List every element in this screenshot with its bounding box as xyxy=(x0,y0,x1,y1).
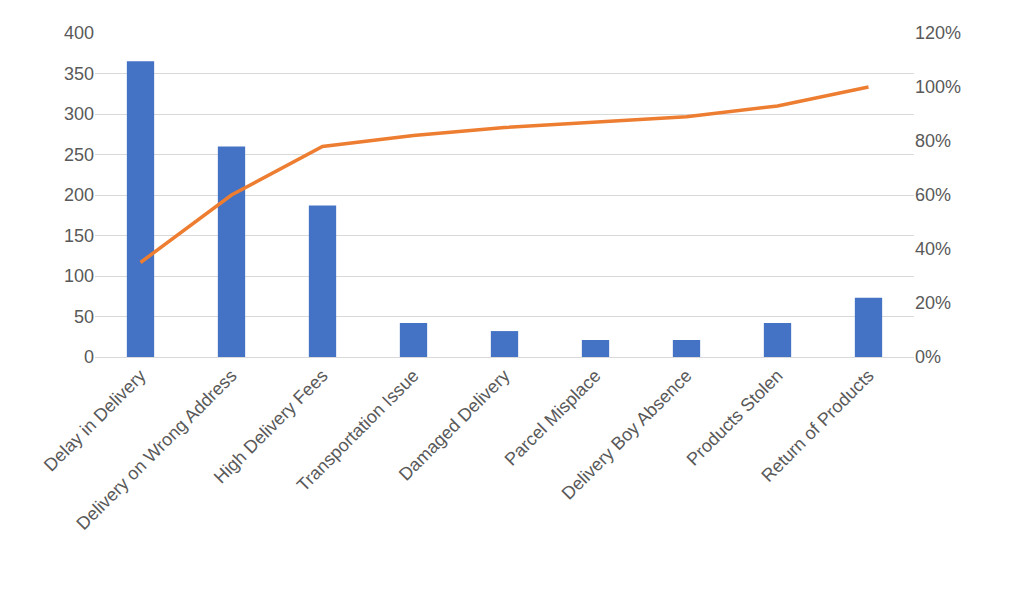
svg-text:100%: 100% xyxy=(915,77,961,97)
svg-text:Delay in Delivery: Delay in Delivery xyxy=(40,366,150,476)
svg-text:150: 150 xyxy=(64,226,94,246)
svg-text:0: 0 xyxy=(84,347,94,367)
svg-text:300: 300 xyxy=(64,104,94,124)
svg-text:80%: 80% xyxy=(915,131,951,151)
svg-text:60%: 60% xyxy=(915,185,951,205)
svg-text:Transportation Issue: Transportation Issue xyxy=(293,366,423,496)
svg-text:Delivery on Wrong Address: Delivery on Wrong Address xyxy=(73,366,241,534)
svg-text:50: 50 xyxy=(74,307,94,327)
svg-text:20%: 20% xyxy=(915,293,951,313)
svg-text:400: 400 xyxy=(64,23,94,43)
svg-text:120%: 120% xyxy=(915,23,961,43)
svg-text:Products Stolen: Products Stolen xyxy=(683,366,787,470)
svg-text:200: 200 xyxy=(64,185,94,205)
svg-text:100: 100 xyxy=(64,266,94,286)
svg-text:40%: 40% xyxy=(915,239,951,259)
svg-text:Damaged Delivery: Damaged Delivery xyxy=(395,366,514,485)
svg-text:Return of Products: Return of Products xyxy=(757,366,877,486)
svg-text:0%: 0% xyxy=(915,347,941,367)
svg-text:High Delivery Fees: High Delivery Fees xyxy=(210,366,332,488)
svg-text:Delivery Boy Absence: Delivery Boy Absence xyxy=(558,366,696,504)
svg-text:250: 250 xyxy=(64,145,94,165)
svg-text:Parcel Misplace: Parcel Misplace xyxy=(501,366,605,470)
svg-text:350: 350 xyxy=(64,64,94,84)
